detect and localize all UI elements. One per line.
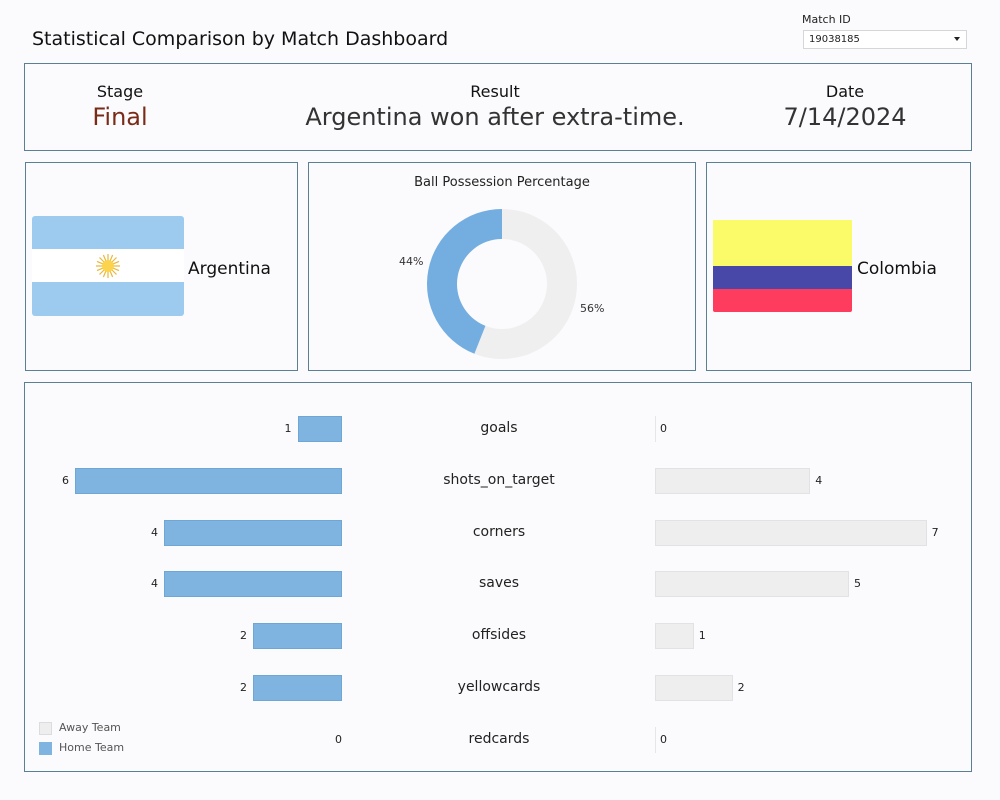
away-bar[interactable] — [655, 623, 694, 650]
stat-label: saves — [478, 575, 520, 592]
away-value: 2 — [737, 681, 745, 694]
stat-row-goals: goals 1 0 — [25, 416, 971, 442]
home-bar[interactable] — [253, 623, 342, 650]
match-info-panel: Stage Final Result Argentina won after e… — [24, 63, 972, 151]
away-bar[interactable] — [655, 571, 849, 598]
chart-legend: Away Team Home Team — [39, 721, 124, 761]
away-bar[interactable] — [655, 675, 733, 701]
away-possession-label: 56% — [580, 302, 605, 315]
date-label: Date — [825, 82, 865, 101]
match-id-label: Match ID — [802, 13, 851, 26]
legend-home-label: Home Team — [59, 741, 125, 754]
away-team-panel: Colombia — [706, 162, 971, 371]
match-id-value: 19038185 — [809, 34, 860, 45]
away-value: 1 — [698, 629, 706, 643]
stat-row-corners: corners 4 7 — [25, 519, 971, 546]
match-id-dropdown[interactable]: 19038185 — [803, 30, 967, 49]
home-bar[interactable] — [297, 416, 342, 442]
home-value: 1 — [284, 422, 292, 435]
colombia-flag-icon — [713, 220, 852, 312]
away-bar[interactable] — [655, 519, 927, 546]
away-possession-slice[interactable] — [474, 209, 577, 359]
home-team-swatch — [39, 742, 52, 755]
away-team-name: Colombia — [857, 259, 937, 279]
stage-section: Stage Final — [65, 82, 175, 131]
possession-donut-chart — [427, 209, 577, 359]
away-value: 7 — [931, 525, 939, 539]
away-value: 0 — [660, 732, 667, 746]
result-label: Result — [470, 82, 520, 101]
legend-item-away: Away Team — [39, 721, 124, 741]
legend-item-home: Home Team — [39, 741, 124, 761]
away-value: 4 — [815, 473, 823, 487]
home-value: 6 — [62, 473, 69, 487]
possession-panel: Ball Possession Percentage 44% 56% — [308, 162, 696, 371]
away-value: 0 — [660, 422, 667, 435]
stat-row-shots_on_target: shots_on_target 6 4 — [25, 467, 971, 494]
stat-row-saves: saves 4 5 — [25, 571, 971, 598]
stage-label: Stage — [96, 82, 144, 101]
away-team-swatch — [39, 722, 52, 735]
sun-icon — [96, 254, 120, 278]
date-value: 7/14/2024 — [783, 103, 907, 131]
home-bar[interactable] — [75, 467, 342, 494]
stat-label: offsides — [471, 627, 527, 644]
stat-row-yellowcards: yellowcards 2 2 — [25, 675, 971, 701]
stat-label: shots_on_target — [443, 471, 555, 488]
legend-away-label: Away Team — [59, 721, 121, 734]
argentina-flag-icon — [32, 216, 184, 316]
stat-row-offsides: offsides 2 1 — [25, 623, 971, 650]
home-team-panel: Argentina — [25, 162, 298, 371]
possession-chart-title: Ball Possession Percentage — [414, 175, 590, 190]
page-title: Statistical Comparison by Match Dashboar… — [32, 28, 449, 50]
result-section: Result Argentina won after extra-time. — [265, 82, 725, 131]
date-section: Date 7/14/2024 — [775, 82, 915, 131]
home-value: 4 — [151, 525, 158, 539]
home-bar[interactable] — [164, 571, 342, 598]
home-possession-slice[interactable] — [427, 209, 502, 354]
stat-label: goals — [480, 420, 518, 436]
stage-value: Final — [92, 103, 148, 131]
result-value: Argentina won after extra-time. — [305, 103, 685, 131]
home-value: 2 — [240, 629, 247, 643]
stat-row-redcards: redcards 0 0 — [25, 726, 971, 753]
home-team-name: Argentina — [188, 259, 271, 279]
stats-comparison-panel: goals 1 0 shots_on_target 6 4 corners 4 7 saves 4 5… — [24, 382, 972, 772]
home-value: 4 — [151, 577, 158, 591]
home-bar[interactable] — [164, 519, 342, 546]
away-value: 5 — [854, 577, 861, 591]
stat-label: yellowcards — [457, 679, 541, 695]
home-bar[interactable] — [253, 675, 342, 701]
home-value: 0 — [335, 732, 342, 746]
away-axis-line — [655, 726, 656, 753]
away-axis-line — [655, 416, 656, 442]
home-possession-label: 44% — [399, 255, 424, 268]
stat-label: corners — [472, 523, 526, 540]
away-bar[interactable] — [655, 467, 811, 494]
stat-label: redcards — [468, 730, 530, 747]
home-value: 2 — [240, 681, 247, 694]
chevron-down-icon[interactable] — [954, 37, 960, 41]
